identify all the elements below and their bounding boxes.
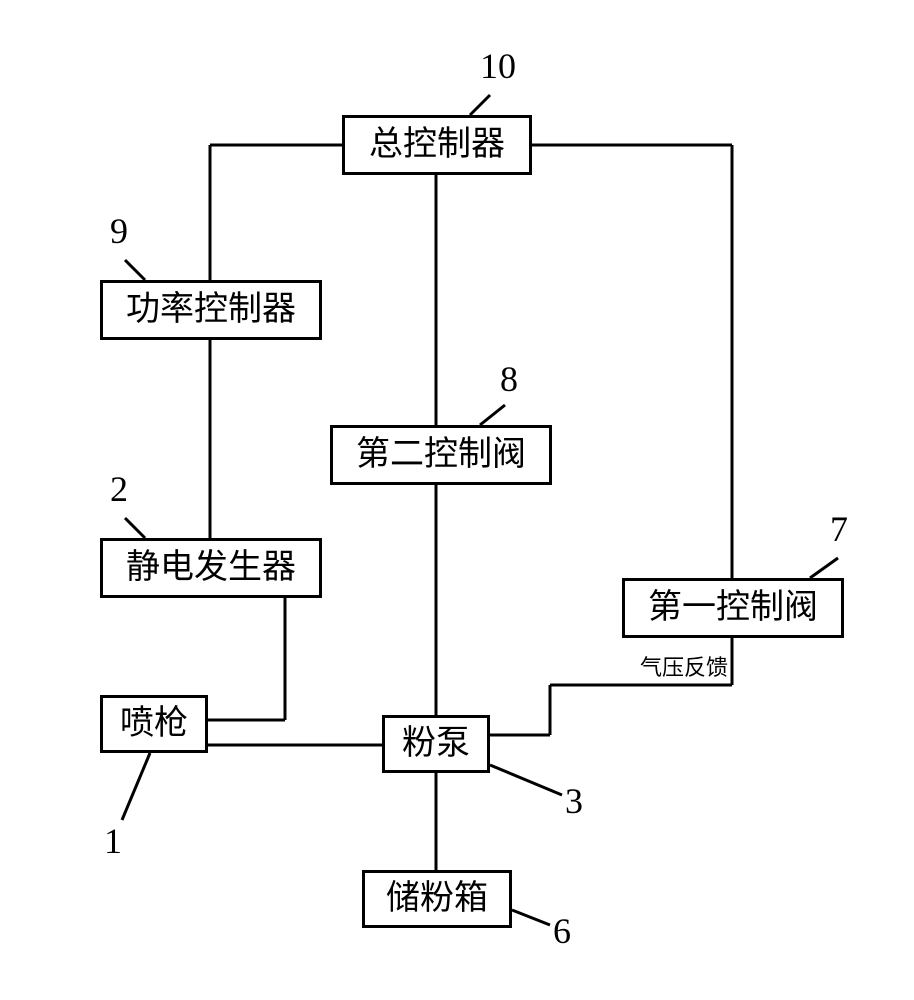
node-label: 第一控制阀 (648, 591, 818, 625)
node-valve-2: 第二控制阀 (330, 425, 552, 485)
ref-num-10: 10 (480, 45, 516, 87)
ref-num-2: 2 (110, 468, 128, 510)
ref-num-6: 6 (553, 910, 571, 952)
ref-num-1: 1 (104, 820, 122, 862)
node-valve-1: 第一控制阀 (622, 578, 844, 638)
node-label: 喷枪 (120, 707, 188, 741)
node-label: 第二控制阀 (356, 438, 526, 472)
ref-num-3: 3 (565, 780, 583, 822)
ref-num-7: 7 (830, 508, 848, 550)
ref-num-9: 9 (110, 210, 128, 252)
node-label: 储粉箱 (386, 882, 488, 916)
node-label: 静电发生器 (126, 551, 296, 585)
node-electrostatic-gen: 静电发生器 (100, 538, 322, 598)
feedback-label: 气压反馈 (640, 650, 728, 682)
node-powder-pump: 粉泵 (382, 715, 490, 773)
node-power-controller: 功率控制器 (100, 280, 322, 340)
node-master-controller: 总控制器 (342, 115, 532, 175)
node-label: 功率控制器 (126, 293, 296, 327)
diagram-canvas: 总控制器 功率控制器 第二控制阀 静电发生器 第一控制阀 喷枪 粉泵 储粉箱 1… (0, 0, 914, 1000)
node-powder-tank: 储粉箱 (362, 870, 512, 928)
node-spray-gun: 喷枪 (100, 695, 208, 753)
ref-num-8: 8 (500, 358, 518, 400)
node-label: 粉泵 (402, 727, 470, 761)
node-label: 总控制器 (369, 128, 505, 162)
